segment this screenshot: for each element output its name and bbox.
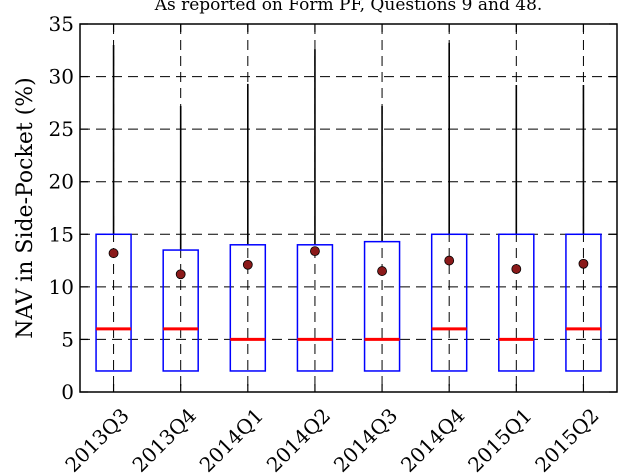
y-tick-label: 0 xyxy=(61,380,74,404)
box-body xyxy=(296,244,334,372)
mean-marker xyxy=(175,269,186,280)
box-series xyxy=(95,42,602,372)
box-2014Q1 xyxy=(229,83,267,372)
mean-marker xyxy=(310,246,320,257)
mean-marker xyxy=(242,259,253,270)
y-tick-label: 25 xyxy=(49,117,74,141)
box-2013Q3 xyxy=(95,45,132,372)
mean-marker xyxy=(444,255,455,266)
y-tick-label: 5 xyxy=(61,327,74,351)
x-tick-label: 2014Q1 xyxy=(195,403,269,476)
box-body xyxy=(498,233,535,372)
box-2015Q1 xyxy=(498,84,535,372)
grid-lines xyxy=(80,24,617,392)
x-tick-label: 2013Q4 xyxy=(127,403,201,476)
x-tick-label: 2015Q2 xyxy=(530,403,604,476)
box-2013Q4 xyxy=(162,106,199,372)
y-tick-label: 10 xyxy=(49,275,74,299)
mean-marker xyxy=(578,258,589,269)
y-tick-label: 35 xyxy=(49,12,74,36)
y-axis-label: NAV in Side-Pocket (%) xyxy=(13,77,38,339)
box-body xyxy=(430,233,468,372)
box-body xyxy=(229,244,267,372)
box-body xyxy=(95,233,132,372)
chart-title: As reported on Form PF, Questions 9 and … xyxy=(154,0,543,15)
mean-marker xyxy=(108,248,119,259)
x-tick-label: 2013Q3 xyxy=(60,403,134,476)
box-body xyxy=(565,233,602,372)
mean-marker xyxy=(511,264,522,274)
plot-area-frame xyxy=(79,23,618,393)
box-2014Q2 xyxy=(296,49,334,372)
box-body xyxy=(162,249,199,372)
box-2015Q2 xyxy=(565,84,602,372)
box-2014Q3 xyxy=(363,106,401,372)
box-2014Q4 xyxy=(430,42,468,372)
x-tick-label: 2015Q1 xyxy=(463,403,537,476)
tick-labels: 051015202530352013Q32013Q42014Q12014Q220… xyxy=(49,12,617,476)
y-tick-label: 15 xyxy=(49,222,74,246)
x-tick-label: 2014Q4 xyxy=(396,403,470,476)
y-tick-label: 20 xyxy=(49,170,74,194)
x-tick-label: 2014Q2 xyxy=(262,403,336,476)
x-tick-label: 2014Q3 xyxy=(329,403,403,476)
box-body xyxy=(363,240,401,372)
y-tick-label: 30 xyxy=(49,65,74,89)
mean-marker xyxy=(377,266,387,276)
